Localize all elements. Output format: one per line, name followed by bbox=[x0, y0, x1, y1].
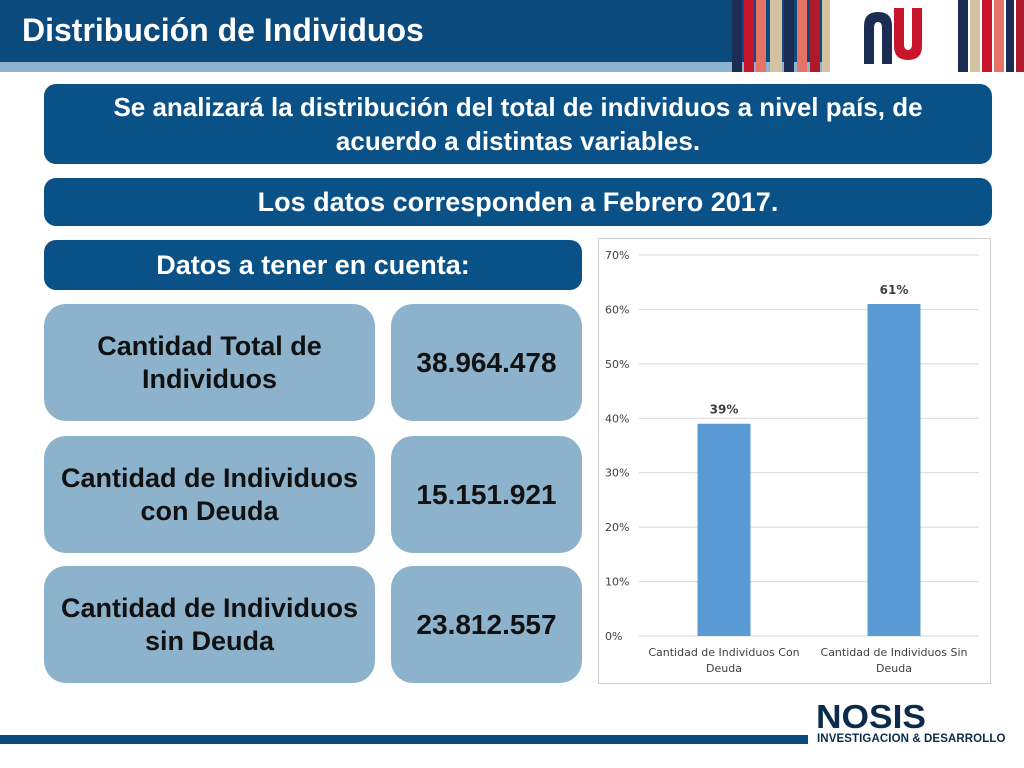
page-title: Distribución de Individuos bbox=[22, 12, 424, 48]
footer-tagline: INVESTIGACION & DESARROLLO bbox=[817, 733, 1006, 745]
y-tick-label: 30% bbox=[605, 467, 629, 480]
brand-logo-icon bbox=[864, 8, 922, 64]
nosis-logo-text: NOSIS bbox=[816, 700, 926, 734]
y-tick-label: 40% bbox=[605, 412, 629, 425]
y-tick-label: 0% bbox=[605, 630, 622, 643]
stat-label-total: Cantidad Total de Individuos bbox=[44, 304, 375, 421]
date-note-banner: Los datos corresponden a Febrero 2017. bbox=[44, 178, 992, 226]
header-bar bbox=[0, 0, 830, 62]
stat-value-with-debt: 15.151.921 bbox=[391, 436, 582, 553]
x-category-label: Cantidad de Individuos Sin bbox=[821, 646, 968, 659]
bar-chart-svg: 0% 10% 20% 30% 40% 50% 60% 70% 39% Cantidad de In… bbox=[605, 249, 979, 675]
data-label: 61% bbox=[880, 283, 909, 297]
header: Distribución de Individuos bbox=[0, 0, 1024, 72]
y-tick-label: 60% bbox=[605, 303, 629, 316]
footer-bar bbox=[0, 735, 808, 744]
x-category-label: Deuda bbox=[876, 662, 912, 675]
y-tick-label: 10% bbox=[605, 576, 629, 589]
bar bbox=[867, 303, 921, 636]
section-title-banner: Datos a tener en cuenta: bbox=[44, 240, 582, 290]
intro-banner: Se analizará la distribución del total d… bbox=[44, 84, 992, 164]
x-category-label: Cantidad de Individuos Con bbox=[648, 646, 799, 659]
bar-chart: 0% 10% 20% 30% 40% 50% 60% 70% 39% Cantidad de In… bbox=[598, 238, 991, 684]
nosis-logo-icon: NOSIS bbox=[816, 700, 926, 734]
y-tick-label: 20% bbox=[605, 521, 629, 534]
stat-label-with-debt: Cantidad de Individuos con Deuda bbox=[44, 436, 375, 553]
data-label: 39% bbox=[710, 403, 739, 417]
stat-label-without-debt: Cantidad de Individuos sin Deuda bbox=[44, 566, 375, 683]
header-underline bbox=[0, 62, 830, 72]
stat-value-without-debt: 23.812.557 bbox=[391, 566, 582, 683]
stat-value-total: 38.964.478 bbox=[391, 304, 582, 421]
y-tick-label: 70% bbox=[605, 249, 629, 262]
x-category-label: Deuda bbox=[706, 662, 742, 675]
y-tick-label: 50% bbox=[605, 358, 629, 371]
bar bbox=[697, 423, 751, 636]
